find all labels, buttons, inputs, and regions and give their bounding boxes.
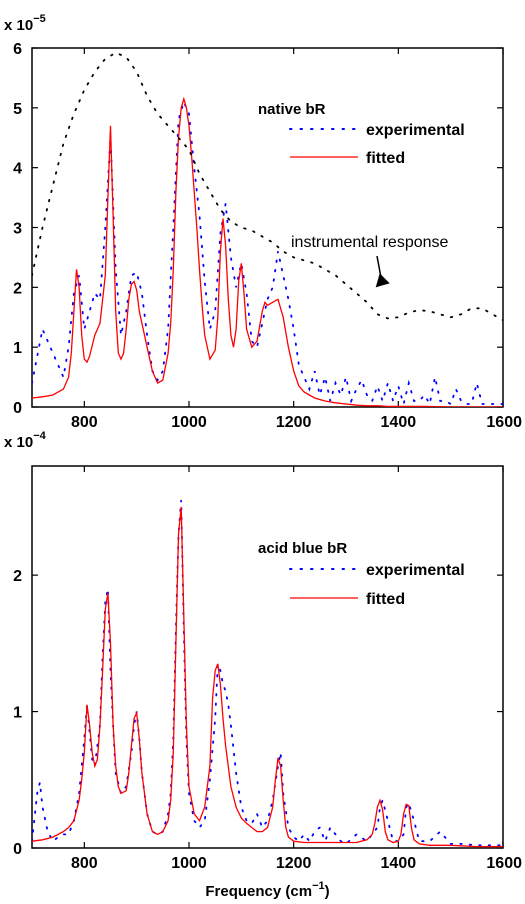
x-axis-label: Frequency (cm−1) [205, 880, 329, 900]
series-line-experimental [32, 99, 503, 407]
chart-title: native bR [258, 101, 326, 118]
y-multiplier-exponent: −5 [33, 13, 46, 25]
y-tick-label: 3 [13, 221, 22, 238]
y-tick-label: 0 [13, 841, 22, 858]
y-tick-label: 2 [13, 568, 22, 585]
series-line-instrumental-response [32, 51, 503, 322]
y-multiplier-exponent: −4 [33, 430, 46, 442]
y-multiplier-base: x 10 [4, 434, 33, 451]
x-tick-label: 800 [71, 855, 98, 872]
plot-frame [31, 465, 504, 849]
x-axis-label-exponent: −1 [312, 880, 325, 892]
y-multiplier-base: x 10 [4, 17, 33, 34]
y-tick-label: 2 [13, 280, 22, 297]
legend-label-fitted: fitted [366, 150, 405, 167]
series-line-fitted [32, 96, 503, 407]
legend-label-experimental: experimental [366, 562, 465, 579]
x-tick-label: 1000 [171, 414, 207, 431]
panel-acid-blue-br: 800 1000 1200 1400 1600 0 1 2 x 10−4 acid blue bR… [4, 430, 522, 900]
y-multiplier: x 10−4 [4, 430, 47, 451]
series-group [32, 500, 503, 848]
x-tick-label: 1600 [486, 855, 522, 872]
x-tick-label: 1200 [276, 414, 312, 431]
annotation-arrow-head [375, 273, 390, 288]
x-tick-label: 1400 [381, 855, 417, 872]
chart-title: acid blue bR [258, 540, 347, 557]
y-multiplier: x 10−5 [4, 13, 46, 34]
legend-label-fitted: fitted [366, 591, 405, 608]
x-tick-label: 1000 [171, 855, 207, 872]
annotation-label: instrumental response [291, 234, 449, 251]
x-tick-label: 800 [71, 414, 98, 431]
legend-label-experimental: experimental [366, 122, 465, 139]
x-tick-label: 1200 [276, 855, 312, 872]
x-tick-label: 1600 [486, 414, 522, 431]
x-tick-label: 1400 [381, 414, 417, 431]
series-group [32, 51, 503, 407]
y-tick-label: 6 [13, 41, 22, 58]
y-tick-label: 4 [13, 161, 22, 178]
panel-native-br: 800 1000 1200 1400 1600 0 1 2 3 4 5 6 x 10−5 native b… [4, 13, 522, 431]
y-tick-label: 0 [13, 400, 22, 417]
series-line-fitted [32, 506, 503, 848]
y-tick-label: 1 [13, 705, 22, 722]
x-axis-label-end: ) [325, 883, 330, 900]
x-axis-label-text: Frequency (cm [205, 883, 312, 900]
y-tick-label: 5 [13, 101, 22, 118]
y-tick-label: 1 [13, 340, 22, 357]
